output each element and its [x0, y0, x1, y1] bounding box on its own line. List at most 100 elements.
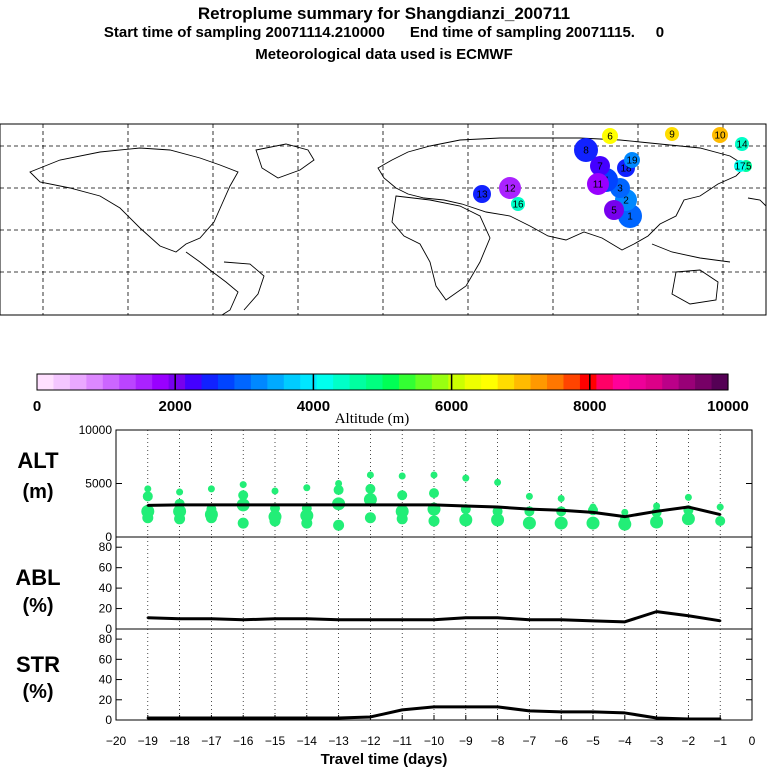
alt-scatter-point [494, 478, 502, 486]
series-point [432, 618, 436, 621]
plume-point-label: 9 [669, 130, 675, 141]
series-point [432, 503, 436, 507]
series-point [623, 515, 626, 518]
colorbar-swatch [695, 374, 713, 390]
met-data-note: Meteorological data used is ECMWF [255, 46, 513, 63]
plume-point: 17 [734, 160, 746, 173]
colorbar-swatch [135, 374, 153, 390]
series-point [369, 618, 372, 621]
series-point [242, 503, 245, 507]
colorbar-swatch [185, 374, 203, 390]
alt-scatter-point [238, 490, 249, 501]
colorbar-swatch [596, 374, 614, 390]
y-tick-label: 60 [99, 652, 113, 666]
plume-point-label: 16 [512, 200, 524, 211]
series-point [560, 618, 563, 621]
colorbar-tick-label: 8000 [573, 398, 606, 415]
colorbar-swatch [53, 374, 71, 390]
plume-point-label: 3 [617, 184, 623, 195]
x-tick-label: −9 [459, 734, 473, 748]
colorbar-swatch [37, 374, 55, 390]
plume-point-label: 19 [626, 156, 638, 167]
series-point [432, 705, 436, 709]
colorbar-tick-label: 4000 [297, 398, 330, 415]
series-point [719, 619, 722, 623]
series-point [210, 617, 213, 620]
x-tick-label: −1 [713, 734, 727, 748]
colorbar-swatch [563, 374, 581, 390]
alt-scatter-point [398, 472, 406, 480]
colorbar-swatch [415, 374, 433, 390]
colorbar-swatch [234, 374, 252, 390]
x-tick-label: −18 [169, 734, 190, 748]
y-tick-label: 5000 [85, 477, 112, 491]
x-tick-label: −5 [586, 734, 600, 748]
colorbar-swatch [497, 374, 515, 390]
colorbar-swatch [69, 374, 87, 390]
series-point [591, 710, 595, 714]
map-panel: 12345678910111213141516171819 [0, 123, 767, 316]
colorbar-swatch [349, 374, 367, 390]
plume-point-marker [734, 160, 746, 172]
series-point [369, 503, 372, 507]
colorbar-label: Altitude (m) [335, 411, 410, 427]
series-point [687, 505, 690, 509]
colorbar-swatch [102, 374, 120, 390]
colorbar-swatch [267, 374, 285, 390]
alt-scatter-point [459, 513, 473, 527]
series-point [305, 617, 308, 620]
y-tick-label: 40 [99, 581, 113, 595]
series-point [591, 511, 595, 514]
colorbar-ticks: 0 2000 4000 6000 8000 10000 [33, 374, 749, 415]
plume-point-marker [602, 128, 618, 144]
series-point [146, 616, 149, 619]
alt-scatter-point [522, 516, 536, 530]
colorbar-swatch [333, 374, 351, 390]
x-tick-label: −7 [523, 734, 537, 748]
alt-scatter-point [237, 517, 249, 529]
plume-point: 10 [712, 127, 728, 143]
colorbar-swatch [366, 374, 384, 390]
colorbar-swatch [283, 374, 301, 390]
alt-scatter-point [176, 488, 184, 496]
alt-scatter-point [428, 515, 440, 527]
plume-point-label: 18 [620, 164, 632, 175]
colorbar-swatch [514, 374, 532, 390]
panel-label: (m) [22, 481, 53, 503]
series-point [178, 503, 181, 507]
y-tick-label: 0 [105, 622, 112, 636]
plume-point-label: 13 [476, 190, 488, 201]
colorbar-swatch [152, 374, 170, 390]
series-point [528, 507, 531, 511]
colorbar-swatch [547, 374, 565, 390]
series-point [464, 616, 467, 619]
series-point [655, 510, 658, 513]
y-tick-label: 0 [105, 530, 112, 544]
colorbar-tick-label: 6000 [435, 398, 468, 415]
colorbar-swatch [579, 374, 597, 390]
y-tick-label: 60 [99, 561, 113, 575]
colorbar-swatch [464, 374, 482, 390]
alt-scatter-point [365, 483, 376, 494]
colorbar-swatch [448, 374, 466, 390]
colorbar-swatch [168, 374, 186, 390]
series-point [337, 503, 340, 507]
alt-scatter-point [715, 515, 726, 526]
x-tick-label: −3 [650, 734, 664, 748]
plume-point-label: 15 [740, 162, 752, 173]
plume-point-marker [712, 127, 728, 143]
colorbar-tick-label: 0 [33, 398, 41, 415]
alt-scatter-point [269, 515, 281, 527]
series-point [591, 619, 595, 623]
plume-point: 7 [590, 156, 610, 176]
alt-scatter-point [554, 516, 568, 530]
panel-label: STR [16, 652, 60, 677]
alt-scatter-point [205, 512, 217, 524]
series-point [273, 503, 277, 507]
colorbar-swatch [316, 374, 334, 390]
plume-point: 12 [499, 177, 521, 199]
alt-scatter-point [430, 471, 438, 479]
alt-scatter-point [366, 471, 374, 479]
series-point [560, 710, 563, 714]
